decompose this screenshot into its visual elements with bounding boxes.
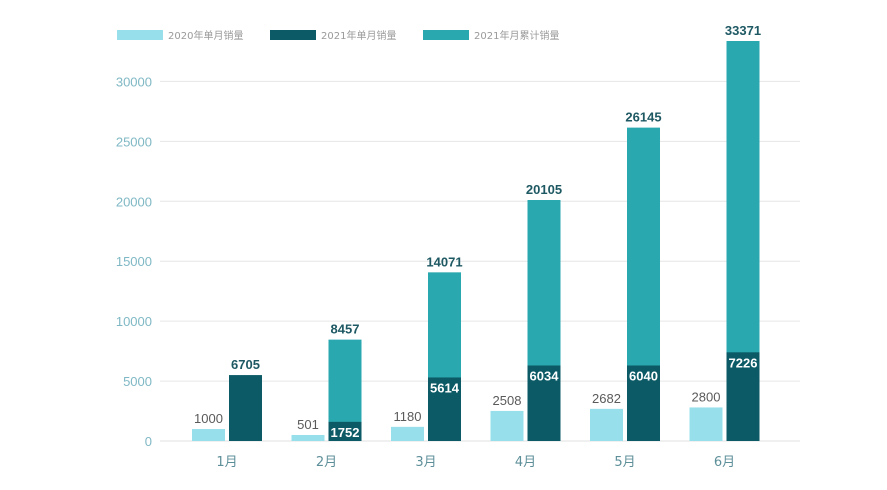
legend-swatch-3 xyxy=(423,30,469,40)
bar-2021-monthly xyxy=(527,365,561,441)
data-label-2021-cumulative: 8457 xyxy=(331,322,360,337)
data-label-2021-monthly: 6705 xyxy=(231,357,260,372)
bar-2021-monthly xyxy=(229,375,262,441)
data-label-2020-monthly: 501 xyxy=(297,417,319,432)
y-axis: 0 5000 10000 15000 20000 25000 30000 xyxy=(116,74,152,449)
x-tick-label: 1月 xyxy=(216,455,237,470)
legend-label-3: 2021年月累计销量 xyxy=(474,29,559,42)
legend-swatch-1 xyxy=(117,30,163,40)
data-label-2021-monthly: 1752 xyxy=(331,425,360,440)
data-label-2021-cumulative: 26145 xyxy=(625,110,661,125)
legend-label-1: 2020年单月销量 xyxy=(168,29,243,42)
bar-2020-monthly xyxy=(391,426,424,441)
data-label-2021-cumulative: 20105 xyxy=(526,182,562,197)
legend-label-2: 2021年单月销量 xyxy=(321,29,396,42)
x-tick-label: 4月 xyxy=(515,455,536,470)
bar-2020-monthly xyxy=(689,407,723,441)
bar-2021-monthly xyxy=(627,365,660,441)
legend: 2020年单月销量 2021年单月销量 2021年月累计销量 xyxy=(117,29,559,42)
bar-2020-monthly xyxy=(192,429,225,441)
y-tick-label: 10000 xyxy=(116,314,152,329)
y-tick-label: 15000 xyxy=(116,254,152,269)
x-tick-label: 2月 xyxy=(316,455,337,470)
data-label-2021-cumulative: 14071 xyxy=(426,254,462,269)
bar-2021-monthly xyxy=(328,421,362,441)
bar-2020-monthly xyxy=(291,434,325,441)
data-label-2021-monthly: 6034 xyxy=(530,368,560,383)
bar-2020-monthly xyxy=(590,408,623,441)
y-tick-label: 5000 xyxy=(123,374,152,389)
legend-swatch-2 xyxy=(270,30,316,40)
data-label-2020-monthly: 2682 xyxy=(592,391,621,406)
data-label-2020-monthly: 1000 xyxy=(194,411,223,426)
data-label-2020-monthly: 2508 xyxy=(493,393,522,408)
y-tick-label: 25000 xyxy=(116,134,152,149)
x-tick-label: 3月 xyxy=(415,455,436,470)
bar-2021-monthly xyxy=(428,377,461,441)
x-tick-label: 5月 xyxy=(614,455,635,470)
data-label-2021-monthly: 7226 xyxy=(729,355,758,370)
data-label-2020-monthly: 2800 xyxy=(692,389,721,404)
bar-2020-monthly xyxy=(490,410,524,441)
data-label-2020-monthly: 1180 xyxy=(394,409,422,424)
y-tick-label: 0 xyxy=(145,434,152,449)
y-tick-label: 20000 xyxy=(116,194,152,209)
data-label-2021-cumulative: 33371 xyxy=(725,23,761,38)
bar-2021-monthly xyxy=(726,352,760,441)
bars xyxy=(192,41,760,441)
data-labels: 1000 6705 501 8457 1752 1180 14071 5614 2508 2010… xyxy=(194,23,761,440)
x-axis: 1月 2月 3月 4月 5月 6月 xyxy=(216,455,735,470)
data-label-2021-monthly: 6040 xyxy=(629,368,658,383)
x-tick-label: 6月 xyxy=(714,455,735,470)
y-tick-label: 30000 xyxy=(116,74,152,89)
data-label-2021-monthly: 5614 xyxy=(430,380,460,395)
